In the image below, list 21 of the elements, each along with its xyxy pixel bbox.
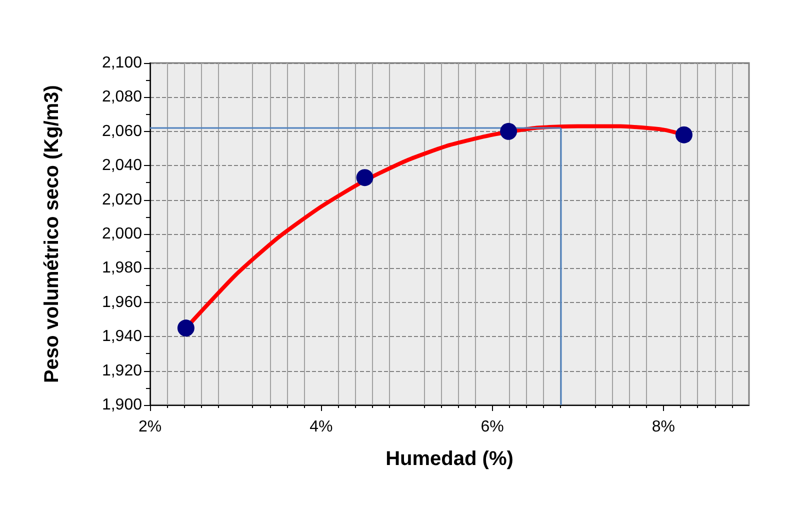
- y-tick-label: 2,080: [102, 88, 142, 106]
- y-tick-label: 1,980: [102, 260, 142, 277]
- x-tick-label: 8%: [652, 418, 675, 436]
- y-axis-title: Peso volumétrico seco (Kg/m3): [41, 85, 63, 383]
- y-tick-label: 1,940: [102, 328, 142, 346]
- y-tick-label: 1,960: [102, 294, 142, 311]
- y-tick-label: 2,040: [102, 157, 142, 174]
- point: [177, 320, 194, 337]
- y-tick-label: 1,920: [102, 362, 142, 380]
- x-tick-label: 4%: [310, 418, 333, 436]
- x-tick-label: 2%: [138, 418, 162, 436]
- point: [356, 169, 374, 186]
- y-tick-label: 2,000: [102, 226, 142, 242]
- x-axis-title: Humedad (%): [386, 448, 514, 470]
- x-tick-label: 6%: [480, 418, 504, 436]
- y-tick-label: 2,060: [102, 122, 142, 140]
- y-tick-label: 2,100: [102, 54, 142, 72]
- point: [675, 126, 692, 144]
- point: [500, 122, 518, 140]
- y-tick-label: 2,020: [102, 191, 142, 208]
- y-tick-label: 1,900: [102, 396, 142, 414]
